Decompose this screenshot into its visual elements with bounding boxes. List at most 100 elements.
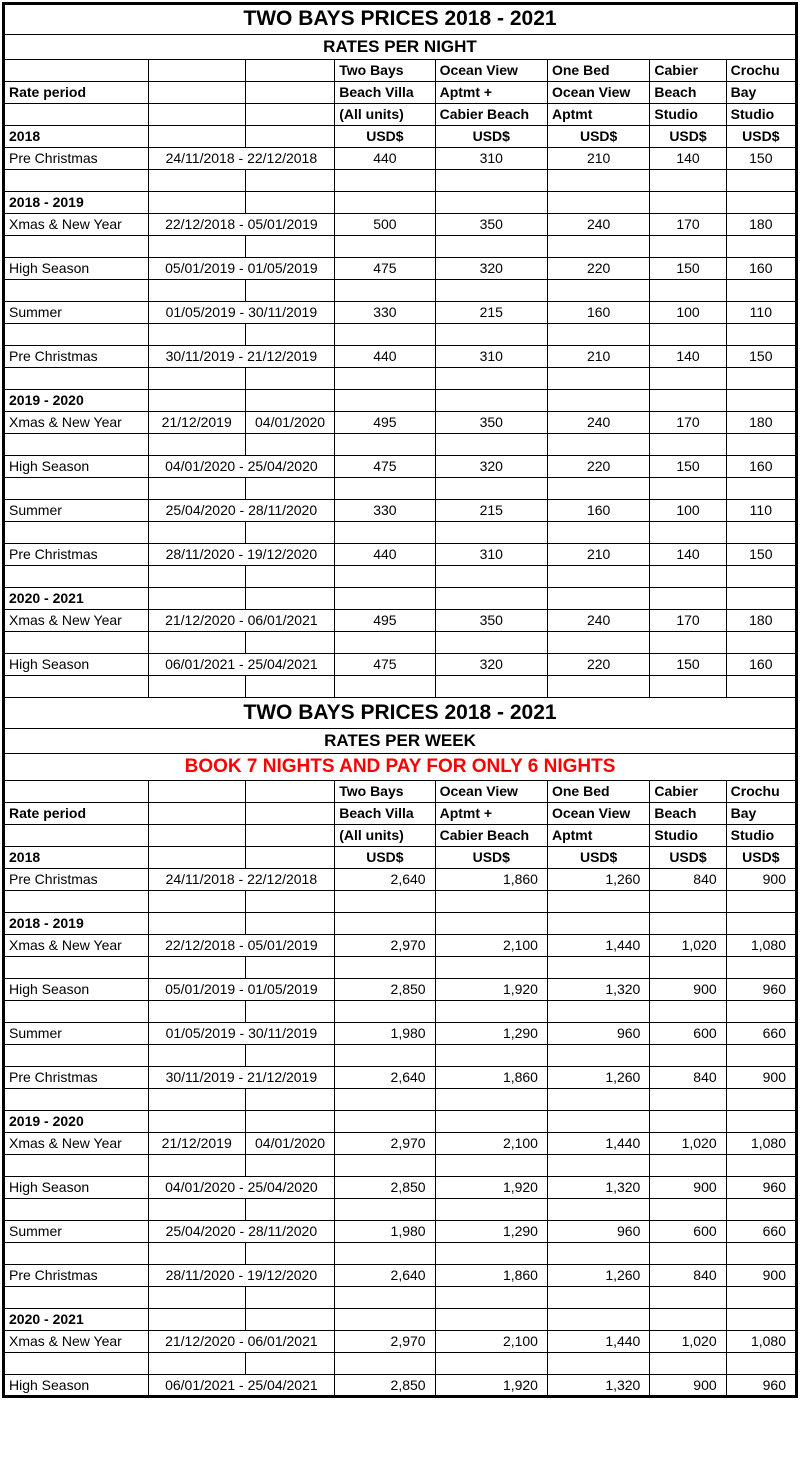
price-cell: 150 — [649, 653, 727, 676]
price-cell: 440 — [334, 147, 436, 170]
empty-cell — [434, 1198, 548, 1221]
price-cell: 2,970 — [334, 1132, 436, 1155]
empty-cell — [649, 521, 727, 544]
table-row: High Season 04/01/2020 - 25/04/2020 475 320… — [3, 455, 798, 478]
table-row: Rate period Beach Villa Aptmt + Ocean View B… — [3, 802, 798, 825]
table-row — [3, 1242, 798, 1265]
date-range: 25/04/2020 - 28/11/2020 — [147, 499, 336, 522]
rate-period-label: Pre Christmas — [3, 1066, 149, 1089]
table-row: 2018 - 2019 — [3, 191, 798, 214]
empty-cell — [434, 890, 548, 913]
date-range: 22/12/2018 - 05/01/2019 — [147, 213, 336, 236]
empty-cell — [147, 587, 246, 610]
empty-cell — [244, 1088, 336, 1111]
table-row — [3, 367, 798, 390]
table-row — [3, 1352, 798, 1375]
column-header: Beach — [649, 802, 727, 825]
currency-header: USD$ — [725, 125, 798, 148]
column-header: Two Bays — [334, 780, 436, 803]
table-row — [3, 1198, 798, 1221]
date-end: 04/01/2020 — [244, 1132, 336, 1155]
price-cell: 160 — [725, 455, 798, 478]
empty-cell — [649, 1352, 727, 1375]
column-header: Studio — [725, 103, 798, 126]
empty-cell — [725, 191, 798, 214]
empty-cell — [147, 1044, 246, 1067]
empty-cell — [3, 956, 149, 979]
price-cell: 475 — [334, 653, 436, 676]
date-range: 30/11/2019 - 21/12/2019 — [147, 1066, 336, 1089]
empty-cell — [244, 279, 336, 302]
empty-cell — [434, 675, 548, 698]
empty-cell — [649, 1088, 727, 1111]
date-range: 30/11/2019 - 21/12/2019 — [147, 345, 336, 368]
empty-cell — [3, 565, 149, 588]
empty-cell — [334, 235, 436, 258]
price-cell: 600 — [649, 1022, 727, 1045]
empty-cell — [244, 1110, 336, 1133]
price-cell: 1,080 — [725, 934, 798, 957]
price-cell: 170 — [649, 213, 727, 236]
empty-cell — [147, 125, 246, 148]
column-header: Cabier — [649, 59, 727, 82]
empty-cell — [649, 675, 727, 698]
empty-cell — [725, 1352, 798, 1375]
rate-period-label: High Season — [3, 455, 149, 478]
empty-cell — [3, 1352, 149, 1375]
section-subtitle: RATES PER WEEK — [3, 728, 797, 754]
table-row: Pre Christmas 28/11/2020 - 19/12/2020 2,64… — [3, 1264, 798, 1287]
column-header: Ocean View — [434, 59, 548, 82]
price-cell: 1,440 — [546, 1330, 651, 1353]
empty-cell — [147, 169, 246, 192]
rate-period-label: Xmas & New Year — [3, 934, 149, 957]
empty-cell — [434, 1044, 548, 1067]
empty-cell — [546, 521, 651, 544]
empty-cell — [546, 587, 651, 610]
price-cell: 2,850 — [334, 978, 436, 1001]
year-label: 2019 - 2020 — [3, 389, 149, 412]
empty-cell — [3, 890, 149, 913]
empty-cell — [434, 1242, 548, 1265]
price-cell: 495 — [334, 609, 436, 632]
empty-cell — [546, 1110, 651, 1133]
column-header: Studio — [725, 824, 798, 847]
empty-cell — [3, 279, 149, 302]
empty-cell — [434, 587, 548, 610]
currency-header: USD$ — [434, 846, 548, 869]
date-range: 06/01/2021 - 25/04/2021 — [147, 653, 336, 676]
empty-cell — [3, 169, 149, 192]
price-cell: 350 — [434, 213, 548, 236]
empty-cell — [147, 1242, 246, 1265]
empty-cell — [725, 912, 798, 935]
empty-cell — [546, 912, 651, 935]
price-cell: 900 — [725, 1264, 798, 1287]
empty-cell — [546, 169, 651, 192]
price-cell: 210 — [546, 543, 651, 566]
empty-cell — [434, 1154, 548, 1177]
empty-cell — [434, 367, 548, 390]
empty-cell — [244, 1308, 336, 1331]
empty-cell — [649, 1286, 727, 1309]
rate-period-label: Summer — [3, 301, 149, 324]
price-cell: 150 — [649, 257, 727, 280]
table-row: BOOK 7 NIGHTS AND PAY FOR ONLY 6 NIGHTS — [3, 753, 797, 781]
column-header: Studio — [649, 824, 727, 847]
price-cell: 900 — [725, 868, 798, 891]
price-cell: 840 — [649, 868, 727, 891]
empty-cell — [434, 565, 548, 588]
rate-period-label: Summer — [3, 499, 149, 522]
table-row — [3, 169, 798, 192]
empty-cell — [725, 477, 798, 500]
price-cell: 2,100 — [434, 1330, 548, 1353]
table-row — [3, 1154, 798, 1177]
table-row: Summer 25/04/2020 - 28/11/2020 330 215 160 10… — [3, 499, 798, 522]
empty-cell — [649, 1242, 727, 1265]
price-cell: 1,260 — [546, 868, 651, 891]
rate-period-label: High Season — [3, 1176, 149, 1199]
empty-cell — [546, 631, 651, 654]
empty-cell — [546, 890, 651, 913]
price-cell: 1,020 — [649, 1330, 727, 1353]
empty-cell — [244, 59, 336, 82]
column-header: Cabier Beach — [434, 103, 548, 126]
currency-header: USD$ — [334, 125, 436, 148]
